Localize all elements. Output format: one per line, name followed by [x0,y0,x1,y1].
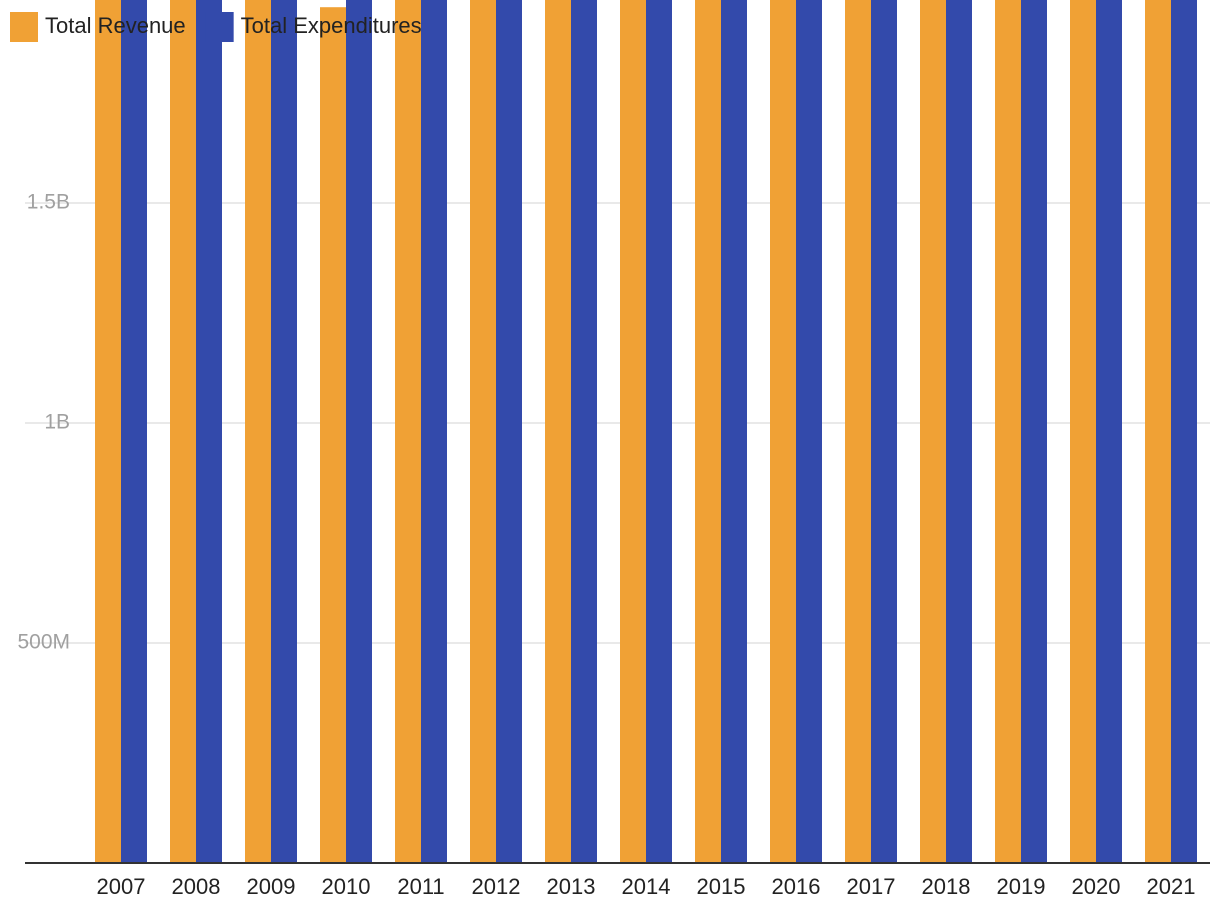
x-tick-label: 2019 [997,874,1046,899]
y-tick-label: 1B [44,411,70,434]
bar [1145,0,1171,863]
bar [995,0,1021,863]
x-tick-label: 2014 [622,874,671,899]
x-tick-label: 2013 [547,874,596,899]
y-tick-label: 500M [17,631,70,654]
legend-label: Total Revenue [45,13,186,38]
bar [646,0,672,863]
x-tick-label: 2020 [1072,874,1121,899]
bar [496,0,522,864]
bar [121,0,147,863]
bar [470,0,496,863]
bar [320,7,346,863]
x-tick-label: 2010 [322,874,371,899]
bar [620,0,646,863]
x-tick-label: 2007 [97,874,146,899]
legend-swatch [205,12,234,42]
bar [770,0,796,864]
x-tick-label: 2008 [172,874,221,899]
bar [1171,0,1197,863]
bar [95,0,121,863]
bar [170,0,196,864]
x-tick-label: 2012 [472,874,521,899]
bar [346,0,372,863]
x-tick-label: 2018 [922,874,971,899]
x-tick-label: 2021 [1147,874,1196,899]
bar [695,0,721,863]
bar [721,0,747,863]
x-tick-label: 2009 [247,874,296,899]
bar [1021,0,1047,864]
bar [571,0,597,863]
bar [946,0,972,863]
bar [796,0,822,863]
bar [1096,0,1122,864]
bar [1070,0,1096,863]
bar [395,0,421,863]
bar [871,0,897,863]
bar [271,0,297,863]
bar [845,0,871,863]
x-tick-label: 2011 [397,874,444,899]
bar [196,0,222,864]
x-tick-label: 2017 [847,874,896,899]
legend-swatch [10,12,38,42]
y-tick-label: 1.5B [27,191,70,214]
x-tick-label: 2015 [697,874,746,899]
bar [245,0,271,864]
bar [545,0,571,864]
bar [421,0,447,863]
legend-label: Total Expenditures [241,13,422,38]
bar [920,0,946,864]
x-tick-label: 2016 [772,874,821,899]
